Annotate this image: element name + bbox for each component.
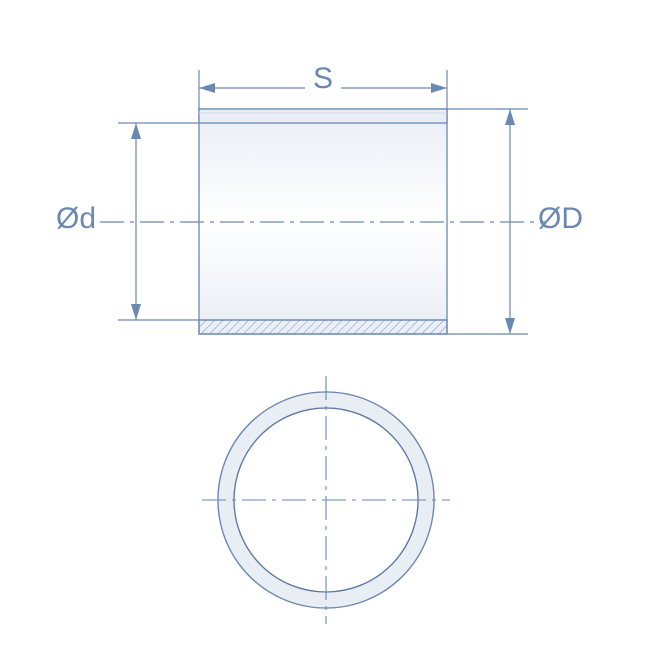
top-view — [202, 376, 450, 624]
dimension-label-d: Ød — [56, 202, 96, 235]
technical-drawing: S Ød ØD — [0, 0, 671, 670]
dimension-d: Ød — [56, 123, 199, 320]
dimension-label-s: S — [313, 62, 333, 95]
side-view — [100, 109, 546, 334]
dimension-s: S — [199, 58, 447, 109]
dimension-label-D: ØD — [538, 202, 583, 235]
